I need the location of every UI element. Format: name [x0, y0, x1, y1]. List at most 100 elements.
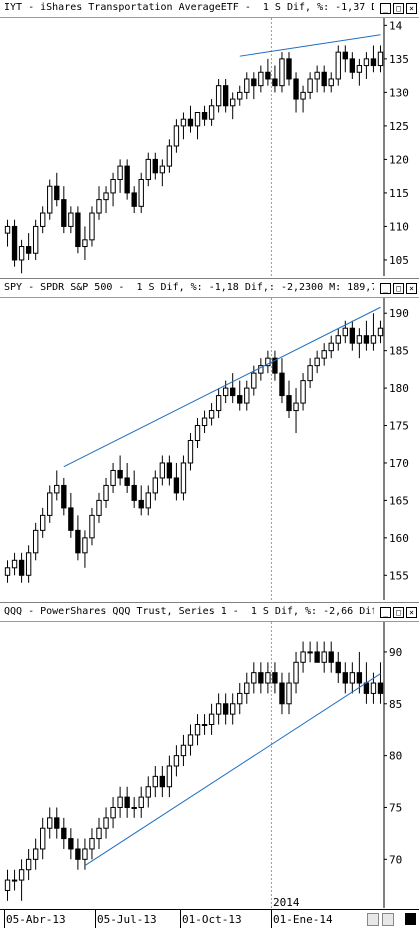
date-tick — [271, 910, 272, 928]
candle — [4, 869, 11, 901]
scroll-thumb[interactable] — [405, 913, 416, 925]
candle — [251, 72, 257, 100]
price-tick-label: 130 — [389, 86, 409, 99]
candle — [321, 641, 327, 673]
panel-header: QQQ - PowerShares QQQ Trust, Series 1 - … — [0, 604, 419, 622]
candle — [18, 239, 25, 274]
scroll-left-button[interactable] — [367, 913, 379, 926]
candle — [145, 152, 151, 187]
minimize-button[interactable]: _ — [380, 283, 391, 294]
chart-panel-iyt[interactable]: 105 110 115 120 125 130 135 14 IYT - iShares Tr… — [0, 0, 419, 279]
close-button[interactable]: × — [406, 3, 417, 14]
price-tick-label: 14 — [389, 19, 403, 32]
candle — [117, 455, 123, 486]
candle — [279, 52, 285, 93]
maximize-button[interactable]: □ — [393, 3, 404, 14]
candle — [82, 226, 88, 260]
candle — [230, 92, 236, 120]
trendline[interactable] — [239, 34, 381, 57]
date-tick-label: 05-Abr-13 — [6, 913, 66, 926]
candle — [47, 179, 53, 220]
candle — [117, 786, 123, 818]
candle — [370, 313, 377, 351]
date-axis[interactable]: 05-Abr-13 05-Jul-13 01-Oct-13 01-Ene-14 — [0, 909, 419, 928]
candle — [96, 186, 102, 220]
candle — [201, 714, 208, 735]
candle — [377, 662, 384, 704]
candle — [131, 470, 137, 508]
candle — [265, 350, 271, 374]
candle — [321, 343, 327, 366]
candle — [82, 530, 88, 568]
candle — [244, 72, 250, 100]
candle — [166, 455, 173, 486]
candle — [300, 85, 306, 113]
candle — [363, 320, 370, 351]
candle — [328, 641, 334, 673]
trendline[interactable] — [84, 673, 381, 866]
date-tick-label: 05-Jul-13 — [97, 913, 157, 926]
date-tick — [4, 910, 5, 928]
minimize-button[interactable]: _ — [380, 607, 391, 618]
candle — [222, 693, 229, 725]
candle — [173, 745, 180, 777]
candle — [32, 522, 39, 561]
candle — [286, 380, 292, 419]
panel-title: IYT - iShares Transportation AverageETF … — [4, 2, 374, 13]
candle — [68, 206, 74, 234]
price-tick-label: 125 — [389, 120, 409, 133]
candle — [335, 45, 341, 86]
candle — [279, 672, 285, 715]
candle — [208, 703, 215, 735]
scroll-right-button[interactable] — [382, 913, 394, 926]
candle — [222, 380, 229, 404]
chart-panel-spy[interactable]: 155 160 165 170 175 180 185 190 SPY - SPDR S&P … — [0, 280, 419, 603]
candle — [237, 683, 243, 715]
candle — [272, 65, 278, 93]
price-tick-label: 135 — [389, 53, 409, 66]
candle — [215, 78, 222, 113]
candle — [40, 507, 46, 538]
candle — [180, 455, 187, 501]
candle — [194, 111, 201, 140]
qqq-candlestick-chart: 70 75 80 85 90 — [4, 622, 402, 908]
candle — [356, 328, 363, 359]
close-button[interactable]: × — [406, 283, 417, 294]
candle — [349, 320, 356, 351]
candle — [11, 869, 18, 891]
candle — [314, 350, 320, 374]
candle — [75, 838, 81, 870]
candle — [356, 651, 363, 694]
panel-header: IYT - iShares Transportation AverageETF … — [0, 0, 419, 18]
candle — [82, 838, 88, 870]
price-tick-label: 70 — [389, 853, 402, 866]
candle — [328, 335, 334, 359]
candle — [18, 552, 25, 583]
date-tick — [180, 910, 181, 928]
candle — [145, 776, 151, 808]
close-button[interactable]: × — [406, 607, 417, 618]
candle — [124, 786, 130, 818]
price-tick-label: 190 — [389, 307, 409, 320]
candle — [201, 410, 208, 434]
candle — [180, 112, 187, 140]
price-tick-label: 120 — [389, 153, 409, 166]
minimize-button[interactable]: _ — [380, 3, 391, 14]
price-tick-label: 175 — [389, 420, 409, 433]
candle — [194, 418, 201, 448]
candle — [286, 52, 292, 86]
candle — [265, 662, 271, 694]
chart-panel-qqq[interactable]: 70 75 80 85 90 QQQ - PowerShares QQQ Trust, … — [0, 604, 419, 908]
maximize-button[interactable]: □ — [393, 607, 404, 618]
maximize-button[interactable]: □ — [393, 283, 404, 294]
candle — [4, 219, 11, 247]
iyt-candlestick-chart: 105 110 115 120 125 130 135 14 — [4, 18, 409, 278]
candle — [124, 159, 130, 200]
trendline[interactable] — [63, 306, 381, 468]
candle — [244, 672, 250, 704]
candle — [110, 462, 116, 493]
price-tick-label: 110 — [389, 220, 409, 233]
candle — [377, 45, 384, 73]
candle — [25, 545, 32, 583]
candle — [68, 828, 74, 860]
